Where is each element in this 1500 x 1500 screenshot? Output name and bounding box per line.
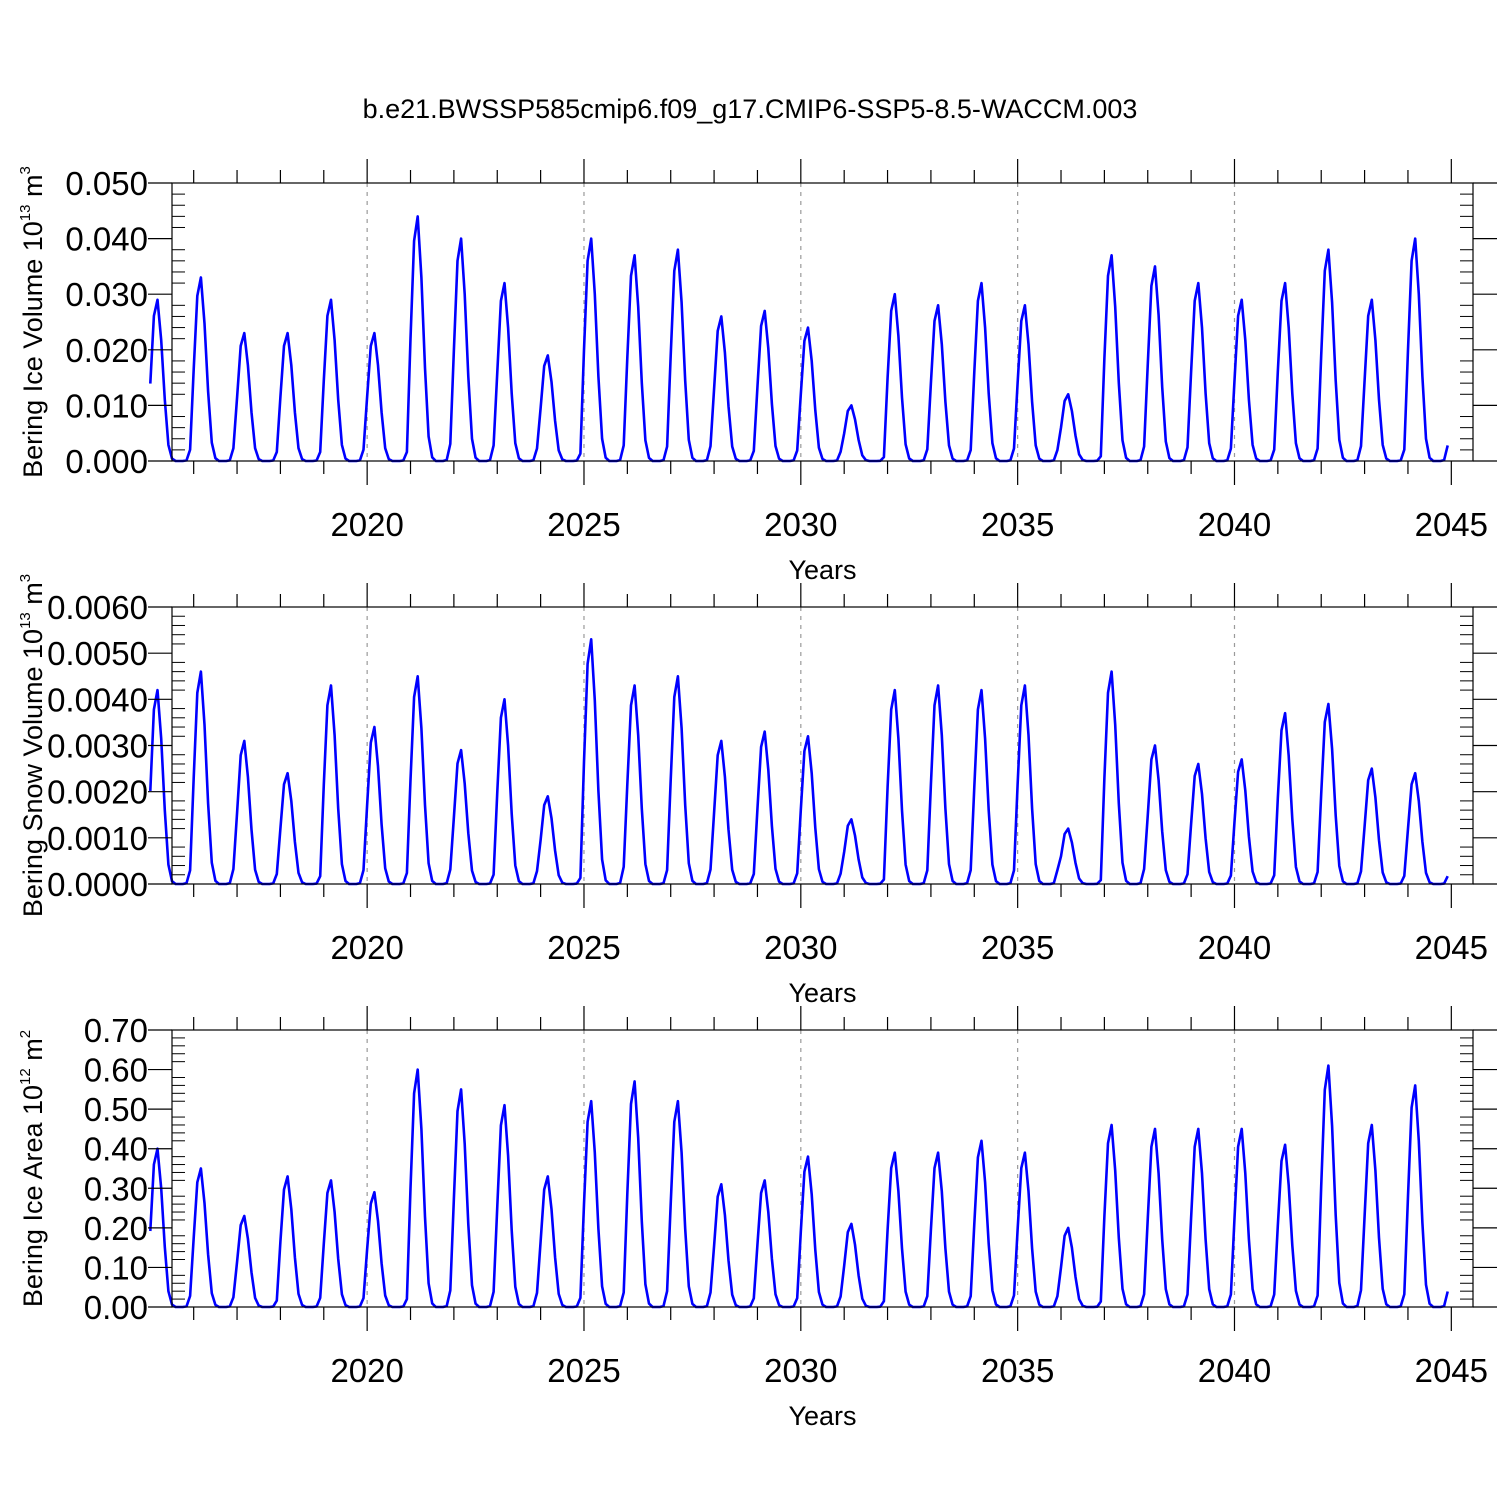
x-tick-label: 2045	[1415, 929, 1488, 966]
y-tick-label: 0.0050	[47, 635, 148, 672]
x-tick-label: 2030	[764, 929, 837, 966]
x-tick-label: 2045	[1415, 506, 1488, 543]
panel-3: 2020 2025 2030 2035 2040 2045 0.000.100.200.30…	[17, 1006, 1497, 1431]
y-tick-label: 0.030	[65, 276, 148, 313]
y-tick-label: 0.050	[65, 165, 148, 202]
y-axis-label: Bering Ice Area 1012 m2	[17, 1030, 48, 1307]
y-tick-label: 0.0040	[47, 681, 148, 718]
x-tick-label: 2030	[764, 506, 837, 543]
x-tick-label: 2035	[981, 1352, 1054, 1389]
y-tick-label: 0.40	[84, 1131, 148, 1168]
y-tick-label: 0.70	[84, 1012, 148, 1049]
x-tick-label: 2030	[764, 1352, 837, 1389]
plot-frame	[171, 182, 1474, 462]
x-tick-label: 2035	[981, 929, 1054, 966]
y-tick-label: 0.30	[84, 1170, 148, 1207]
x-tick-label: 2025	[547, 1352, 620, 1389]
y-axis-label: Bering Snow Volume 1013 m3	[17, 574, 48, 917]
y-axis-label: Bering Ice Volume 1013 m3	[17, 166, 48, 478]
panel-1: 2020 2025 2030 2035 2040 2045 0.000 0.010 0.020 0…	[17, 159, 1497, 585]
plot-frame	[171, 1029, 1474, 1308]
y-tick-label: 0.0060	[47, 589, 148, 626]
y-tick-label: 0.040	[65, 221, 148, 258]
panel-2: 2020 2025 2030 2035 2040 2045 0.0000 0.0010 0.00…	[17, 574, 1497, 1008]
y-tick-label: 0.0020	[47, 774, 148, 811]
series-line	[149, 1064, 1449, 1309]
x-tick-label: 2040	[1198, 506, 1271, 543]
y-tick-label: 0.020	[65, 332, 148, 369]
y-tick-label: 0.0010	[47, 820, 148, 857]
x-tick-label: 2040	[1198, 1352, 1271, 1389]
chart-title: b.e21.BWSSP585cmip6.f09_g17.CMIP6-SSP5-8…	[363, 94, 1138, 124]
x-tick-label: 2025	[547, 929, 620, 966]
x-tick-label: 2025	[547, 506, 620, 543]
x-tick-label: 2020	[330, 1352, 403, 1389]
y-tick-label: 0.000	[65, 443, 148, 480]
y-tick-label: 0.50	[84, 1091, 148, 1128]
y-tick-label: 0.010	[65, 387, 148, 424]
x-tick-label: 2040	[1198, 929, 1271, 966]
x-tick-label: 2020	[330, 506, 403, 543]
panels: 2020 2025 2030 2035 2040 2045 0.000 0.010 0.020 0…	[17, 159, 1497, 1431]
y-tick-label: 0.60	[84, 1052, 148, 1089]
y-tick-label: 0.10	[84, 1249, 148, 1286]
y-tick-label: 0.0030	[47, 728, 148, 765]
series-line	[149, 638, 1449, 886]
x-tick-label: 2020	[330, 929, 403, 966]
y-tick-label: 0.20	[84, 1210, 148, 1247]
y-tick-label: 0.00	[84, 1289, 148, 1326]
x-axis-label: Years	[788, 1401, 856, 1431]
x-axis-label: Years	[788, 555, 856, 585]
x-axis-label: Years	[788, 978, 856, 1008]
y-tick-label: 0.0000	[47, 866, 148, 903]
x-tick-label: 2035	[981, 506, 1054, 543]
series-line	[149, 215, 1449, 463]
x-tick-label: 2045	[1415, 1352, 1488, 1389]
